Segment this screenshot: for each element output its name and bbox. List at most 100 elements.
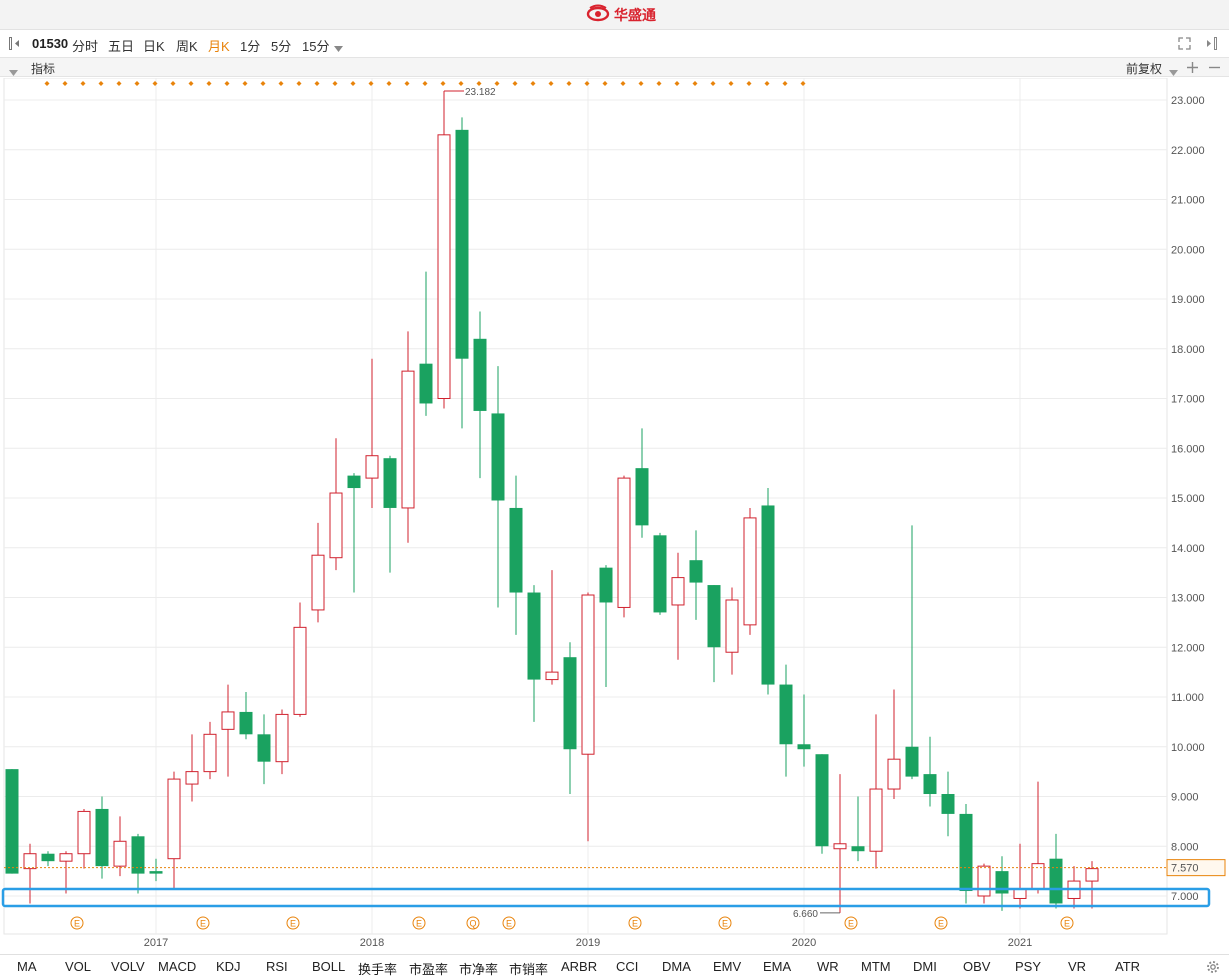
candle-body-up [365,455,379,479]
candle-body-up [293,626,307,715]
event-marker-label: E [1064,919,1070,929]
event-circle [412,916,426,930]
indicator-tab-8[interactable]: 市盈率 [409,962,449,977]
highlight-box [1,887,1211,908]
candle-body-up [401,370,415,509]
indicator-tab-10[interactable]: 市销率 [509,962,549,977]
dividend-diamond [116,81,122,86]
indicator-tab-18[interactable]: DMI [913,959,937,974]
indicator-tab-7[interactable]: 换手率 [358,962,398,977]
event-marker-label: E [506,919,512,929]
event-marker-label: E [290,919,296,929]
indicator-tab-11[interactable]: ARBR [561,959,598,974]
tab-5min[interactable]: 5分 [271,39,292,54]
indicator-tab-5[interactable]: RSI [266,959,288,974]
candle-body-down [131,836,145,874]
zoom-in-icon[interactable] [1187,62,1198,76]
fullscreen-icon[interactable] [1178,37,1191,53]
candle-body-down [239,711,253,735]
indicator-tab-14[interactable]: EMV [713,959,742,974]
candle-body-down [419,363,433,404]
price-tick-label: 9.000 [1171,792,1199,804]
candle-body-down [941,794,955,814]
candle-body-up [203,733,217,773]
year-label: 2017 [144,937,168,949]
indicator-tab-1[interactable]: VOL [65,959,92,974]
adjust-mode-select[interactable]: 前复权 [1126,62,1163,76]
indicator-tab-4[interactable]: KDJ [216,959,241,974]
candle-body-up [329,492,343,559]
tab-five-day[interactable]: 五日 [108,39,135,54]
indicator-tab-15[interactable]: EMA [763,959,792,974]
dividend-diamond [728,81,734,86]
collapse-handle-icon[interactable] [9,37,21,53]
event-marker-label: E [74,919,80,929]
indicator-tab-22[interactable]: ATR [1115,959,1141,974]
dividend-diamond [386,81,392,86]
tab-15min[interactable]: 15分 [302,39,330,54]
adjust-dropdown-icon[interactable] [1169,65,1178,79]
candle-body-down [527,592,541,680]
event-circle [502,916,516,930]
candle-body-down [851,846,865,852]
dividend-diamond [350,81,356,86]
dividend-diamond [548,81,554,86]
dividend-markers [44,81,806,86]
dividend-diamond [134,81,140,86]
dividend-diamond [710,81,716,86]
candle-body-up [887,758,901,790]
indicator-label[interactable]: 指标 [31,62,56,76]
indicator-tab-21[interactable]: VR [1068,959,1087,974]
candle-body-up [167,778,181,860]
indicator-tab-6[interactable]: BOLL [312,959,346,974]
event-circle [286,916,300,930]
tab-intraday[interactable]: 分时 [72,39,99,54]
candle-body-up [581,594,595,755]
indicator-tab-13[interactable]: DMA [662,959,691,974]
dividend-diamond [80,81,86,86]
dividend-diamond [782,81,788,86]
settings-gear-icon[interactable] [1206,960,1220,977]
expand-panel-icon[interactable] [1205,37,1217,53]
period-dropdown-icon[interactable] [334,40,343,55]
tab-daily-k[interactable]: 日K [143,39,165,54]
indicator-tab-0[interactable]: MA [17,959,37,974]
candle-body-down [383,458,397,508]
candle-body-down [257,734,271,762]
event-circle [196,916,210,930]
dividend-diamond [62,81,68,86]
candlestick-chart[interactable]: 7.570 23.182 6.660 7.000 8.000 9.000 10.000 11… [0,77,1229,954]
current-price-label: 7.570 [1171,863,1199,875]
chart-canvas[interactable]: 7.570 23.182 6.660 7.000 8.000 9.000 10.000 11… [0,77,1229,954]
indicator-tab-9[interactable]: 市净率 [459,962,499,977]
candle-body-up [833,843,847,850]
event-circle [1060,916,1074,930]
candle-body-up [275,713,289,763]
dividend-diamond [170,81,176,86]
dividend-diamond [584,81,590,86]
indicator-tab-16[interactable]: WR [817,959,839,974]
indicator-tab-20[interactable]: PSY [1015,959,1042,974]
event-marker-label: E [722,919,728,929]
indicator-dropdown-icon[interactable] [9,65,18,79]
candle-body-up [977,865,991,897]
tab-1min[interactable]: 1分 [240,39,261,54]
brand-name: 华盛通 [614,7,656,23]
indicator-tab-17[interactable]: MTM [861,959,891,974]
dividend-diamond [692,81,698,86]
indicator-tab-19[interactable]: OBV [963,959,991,974]
tab-monthly-k[interactable]: 月K [208,39,230,54]
year-label: 2019 [576,937,600,949]
candle-body-up [617,477,631,608]
tab-weekly-k[interactable]: 周K [176,39,198,54]
indicator-tab-12[interactable]: CCI [616,959,639,974]
candle-body-down [635,468,649,526]
zoom-out-icon[interactable] [1209,62,1220,76]
dividend-diamond [440,81,446,86]
candle-body-down [455,129,469,359]
indicator-tab-2[interactable]: VOLV [111,959,145,974]
candle-body-down [509,507,523,593]
indicator-tabs: MA VOL VOLV MACD KDJ RSI BOLL 换手率 市盈率 市净率 市销率 ARBR C… [0,954,1229,978]
indicator-tab-3[interactable]: MACD [158,959,197,974]
